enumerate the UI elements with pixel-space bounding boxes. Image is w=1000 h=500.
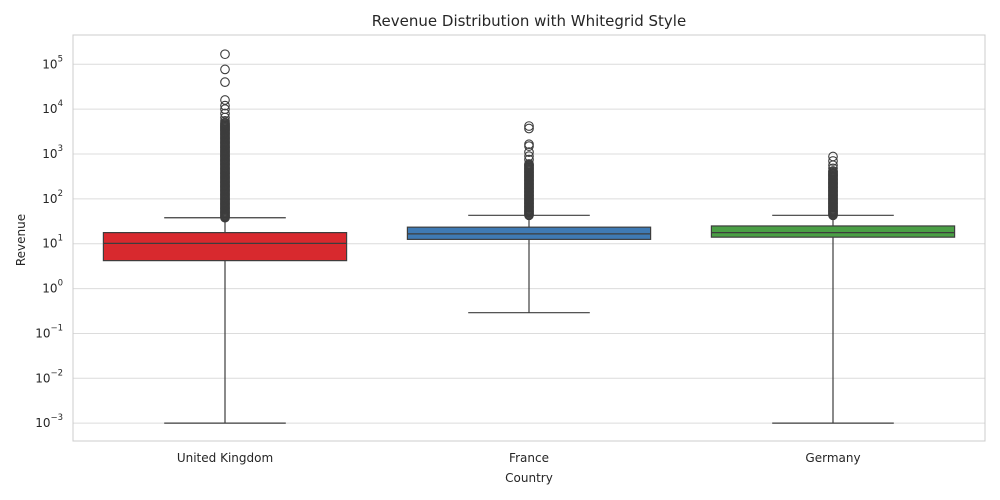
outlier-point: [828, 163, 838, 174]
y-tick-base: 10: [42, 102, 57, 116]
x-axis-label: Country: [505, 471, 553, 485]
outlier-point: [524, 159, 534, 169]
outlier-point: [220, 49, 230, 60]
chart-title: Revenue Distribution with Whitegrid Styl…: [372, 12, 686, 30]
box-group: [406, 121, 652, 314]
y-tick-exponent: −2: [50, 368, 63, 378]
y-tick-base: 10: [35, 326, 50, 340]
y-tick-base: 10: [42, 237, 57, 251]
y-tick-label: 105: [42, 54, 63, 71]
y-tick-base: 10: [42, 282, 57, 296]
outlier-point: [220, 100, 230, 111]
y-tick-label: 100: [42, 279, 63, 296]
outlier-point: [220, 77, 230, 88]
y-tick-base: 10: [42, 192, 57, 206]
outlier-point: [524, 139, 534, 150]
y-tick-base: 10: [35, 371, 50, 385]
y-axis-label: Revenue: [14, 214, 28, 266]
x-tick-label: United Kingdom: [177, 451, 273, 465]
y-tick-label: 102: [42, 189, 63, 206]
outlier-point: [828, 151, 838, 162]
x-tick-label: Germany: [805, 451, 860, 465]
y-tick-exponent: −3: [50, 413, 63, 423]
outlier-point: [828, 156, 838, 166]
y-tick-base: 10: [42, 147, 57, 161]
x-tick-label: France: [509, 451, 549, 465]
box-iqr: [710, 225, 956, 238]
y-tick-label: 10−1: [35, 323, 63, 340]
outlier-point: [524, 121, 534, 131]
outlier-point: [524, 154, 534, 165]
box-iqr: [102, 232, 348, 262]
y-tick-exponent: 0: [58, 279, 63, 289]
y-tick-label: 103: [42, 144, 63, 161]
outlier-point: [220, 104, 230, 115]
y-tick-label: 10−2: [35, 368, 63, 385]
outlier-point: [524, 147, 534, 158]
outlier-point: [220, 115, 230, 126]
outlier-point: [524, 141, 534, 151]
outlier-point: [220, 95, 230, 105]
y-tick-exponent: 3: [58, 144, 63, 154]
plot-frame: [72, 34, 986, 442]
y-tick-base: 10: [35, 416, 50, 430]
outlier-point: [524, 123, 534, 134]
outlier-point: [524, 151, 534, 161]
y-tick-exponent: 2: [58, 189, 63, 199]
y-tick-exponent: 1: [58, 234, 63, 244]
y-tick-label: 104: [42, 99, 63, 116]
y-tick-exponent: 4: [58, 99, 63, 109]
y-tick-exponent: −1: [50, 323, 63, 333]
y-tick-base: 10: [42, 57, 57, 71]
box-layer: [102, 49, 956, 424]
y-tick-exponent: 5: [58, 54, 63, 64]
outlier-point: [220, 64, 230, 75]
box-group: [710, 151, 956, 424]
box-group: [102, 49, 348, 424]
outlier-point: [828, 166, 838, 176]
outlier-point: [220, 108, 230, 119]
y-tick-label: 10−3: [35, 413, 63, 430]
x-tick-labels: United Kingdom France Germany: [177, 451, 861, 465]
y-tick-label: 101: [42, 234, 63, 251]
